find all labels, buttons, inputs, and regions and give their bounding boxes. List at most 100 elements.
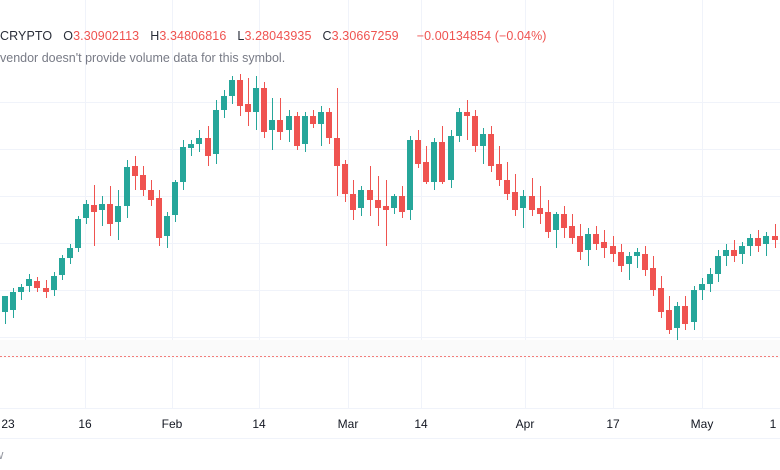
gridline-horizontal [0,337,780,338]
gridline-vertical [421,0,422,408]
time-axis-label: 16 [78,417,92,431]
candle-body [609,246,616,254]
candle-body [107,204,114,224]
candle-body [155,198,162,238]
candle-body [212,110,219,154]
time-axis-label: Mar [337,417,359,431]
candle-body [285,116,292,130]
gridline-horizontal [0,149,780,150]
brand-watermark: w [0,446,4,464]
candle-body [58,258,65,275]
candle-body [650,268,656,290]
candle-body [50,276,57,290]
candle-body [309,116,316,124]
candle-wick [102,196,104,226]
candle-body [536,208,543,214]
candle-wick [636,248,638,268]
candle-body [326,112,332,138]
candle-body [34,281,41,288]
candle-body [180,147,187,182]
candle-body [204,138,211,156]
candle-body [633,252,640,256]
candle-wick [523,190,525,228]
gridline-horizontal [0,102,780,103]
candle-body [83,204,89,218]
candle-body [91,205,98,212]
candle-wick [555,212,557,248]
candle-body [220,96,227,110]
candle-body [569,226,575,238]
time-axis-label: 23 [1,417,15,431]
candle-body [747,238,754,246]
gridline-vertical [348,0,349,408]
candle-body [277,120,284,132]
candle-body [253,88,260,112]
candle-body [617,252,624,266]
candle-body [99,204,106,210]
candle-wick [94,185,96,246]
candle-body [560,214,567,228]
candle-wick [320,106,322,146]
candle-body [585,234,592,250]
time-axis-label: 17 [606,417,620,431]
candle-wick [628,252,630,280]
candle-body [269,120,276,130]
candle-body [147,190,154,200]
candle-body [641,254,648,270]
time-axis[interactable]: 23 16 Feb 14 Mar 14 Apr 17 May 1 [0,408,780,439]
candle-body [690,290,697,322]
candle-body [188,144,195,148]
candle-body [722,250,729,256]
candle-body [172,182,179,215]
candle-body [528,196,535,210]
candle-body [755,238,762,246]
candle-body [164,216,170,236]
candle-body [504,180,511,194]
candle-body [382,206,389,210]
candle-body [674,306,681,328]
candle-body [245,104,251,112]
candle-body [439,142,446,182]
candle-body [350,194,357,210]
candle-body [301,116,308,144]
candle-wick [482,128,484,164]
candle-body [593,234,600,244]
chart-pane[interactable] [0,0,780,408]
candle-body [739,246,746,254]
candle-body [714,256,721,274]
time-axis-label: 14 [414,417,428,431]
time-axis-label: Apr [515,417,535,431]
candle-wick [466,100,468,140]
candle-body [398,196,405,212]
candle-body [415,140,422,164]
candle-body [139,175,146,190]
candle-body [601,242,608,248]
candle-body [423,162,430,182]
candle-body [552,214,559,230]
candle-wick [21,284,23,300]
gridline-horizontal [0,290,780,291]
candle-body [544,212,551,232]
gridline-vertical [259,0,260,408]
candle-body [577,236,584,252]
candle-wick [5,300,6,324]
candle-body [74,219,81,248]
gridline-vertical [702,0,703,408]
candle-body [2,296,8,312]
candle-body [228,80,235,96]
candle-body [236,80,243,106]
candle-wick [766,232,768,256]
candle-body [131,166,138,176]
time-axis-label: May [690,417,714,431]
current-price-line [0,356,780,357]
candle-body [358,190,365,208]
candle-body [18,287,25,292]
candle-body [698,284,705,290]
candle-body [374,200,381,208]
candle-body [731,250,737,256]
gridline-horizontal [0,243,780,244]
candle-body [463,112,470,116]
candle-body [447,136,454,180]
candle-body [455,112,462,136]
